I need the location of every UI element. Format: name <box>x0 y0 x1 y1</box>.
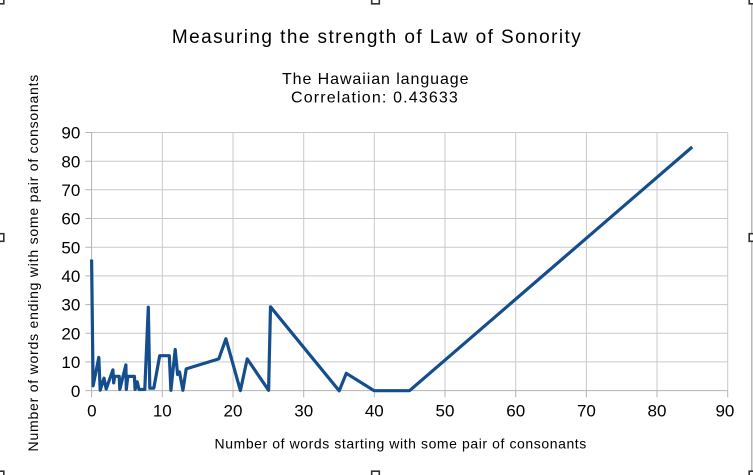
svg-text:Number of words starting with: Number of words starting with some pair … <box>215 435 587 451</box>
svg-text:90: 90 <box>61 124 80 143</box>
svg-text:20: 20 <box>61 324 80 343</box>
svg-text:70: 70 <box>577 402 596 421</box>
svg-text:60: 60 <box>506 402 525 421</box>
svg-text:0: 0 <box>71 382 80 401</box>
svg-text:40: 40 <box>365 402 384 421</box>
svg-text:10: 10 <box>61 353 80 372</box>
svg-text:40: 40 <box>61 267 80 286</box>
svg-text:30: 30 <box>61 296 80 315</box>
svg-text:Correlation: 0.43633: Correlation: 0.43633 <box>291 90 459 107</box>
svg-text:50: 50 <box>436 402 455 421</box>
svg-text:30: 30 <box>294 402 313 421</box>
svg-text:Measuring the strength of Law: Measuring the strength of Law of Sonorit… <box>172 27 582 48</box>
svg-text:70: 70 <box>61 181 80 200</box>
svg-text:Number of words ending with so: Number of words ending with some pair of… <box>25 74 41 452</box>
svg-text:The Hawaiian language: The Hawaiian language <box>282 71 469 88</box>
svg-text:20: 20 <box>224 402 243 421</box>
svg-text:0: 0 <box>87 402 96 421</box>
svg-text:50: 50 <box>61 238 80 257</box>
svg-text:80: 80 <box>61 152 80 171</box>
svg-text:90: 90 <box>715 402 734 421</box>
svg-text:80: 80 <box>648 402 667 421</box>
svg-text:60: 60 <box>61 210 80 229</box>
svg-text:10: 10 <box>153 402 172 421</box>
